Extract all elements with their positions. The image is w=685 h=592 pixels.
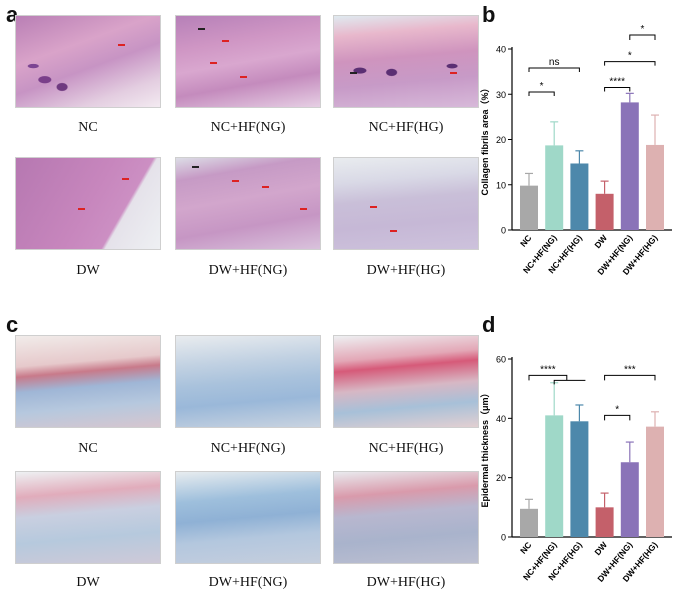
caption-nc-hf-hg: NC+HF(HG) [368, 441, 444, 456]
bar [595, 193, 614, 230]
micrograph-ms-nc [15, 335, 161, 428]
bar [595, 507, 614, 537]
x-tick-label: NC+HF(NG) [521, 540, 559, 583]
micrograph-ms-nc-hf-ng [175, 335, 321, 428]
arrow-mark [192, 166, 199, 168]
x-tick-label: DW+HF(HG) [620, 540, 659, 584]
arrow-mark [450, 72, 457, 74]
micrograph-he-nc [15, 15, 161, 108]
micrograph-he-dw-hf-ng [175, 157, 321, 250]
arrow-mark [198, 28, 205, 30]
bar [545, 415, 564, 537]
x-tick-label: DW [592, 539, 609, 557]
arrow-mark [118, 44, 125, 46]
x-tick-label: NC+HF(HG) [546, 540, 584, 583]
significance-bracket [528, 374, 568, 381]
arrow-mark [78, 208, 85, 210]
micrograph-he-nc-hf-hg [333, 15, 479, 108]
x-tick-label: NC+HF(NG) [521, 233, 559, 276]
significance-bracket [604, 414, 631, 421]
arrow-mark [240, 76, 247, 78]
bar [520, 185, 538, 230]
caption-dw-hf-hg: DW+HF(HG) [366, 263, 446, 278]
bar [570, 163, 589, 230]
x-tick-label: NC [518, 233, 534, 249]
arrow-mark [262, 186, 269, 188]
y-tick-label: 0 [501, 226, 506, 236]
micrograph-ms-dw [15, 471, 161, 564]
significance-bracket [528, 67, 580, 73]
arrow-mark [210, 62, 217, 64]
arrow-mark [232, 180, 239, 182]
micrograph-he-nc-hf-ng [175, 15, 321, 108]
significance-label: **** [609, 76, 625, 87]
significance-label: * [615, 404, 619, 415]
bar [545, 145, 564, 230]
arrow-mark [350, 72, 357, 74]
y-axis-title: Epidermal thickness（μm） [480, 388, 490, 507]
y-tick-label: 10 [496, 180, 506, 190]
x-tick-label: NC [518, 540, 534, 556]
bar [520, 508, 538, 537]
caption-dw-hf-hg: DW+HF(HG) [366, 575, 446, 590]
micrograph-he-dw-hf-hg [333, 157, 479, 250]
significance-bracket [604, 86, 631, 92]
y-tick-label: 40 [496, 45, 506, 55]
significance-label: *** [624, 364, 636, 375]
caption-dw-hf-ng: DW+HF(NG) [208, 263, 288, 278]
significance-bracket [528, 91, 555, 96]
caption-nc-hf-hg: NC+HF(HG) [368, 120, 444, 135]
significance-label: * [540, 81, 544, 92]
arrow-mark [390, 230, 397, 232]
y-tick-label: 30 [496, 90, 506, 100]
caption-dw: DW [76, 263, 100, 278]
caption-dw-hf-ng: DW+HF(NG) [208, 575, 288, 590]
micrograph-ms-dw-hf-hg [333, 471, 479, 564]
significance-label: * [628, 51, 632, 62]
significance-bracket [604, 374, 656, 381]
bar [646, 144, 664, 230]
y-tick-label: 60 [496, 355, 506, 365]
arrow-mark [300, 208, 307, 210]
significance-label: ns [549, 57, 560, 68]
bar [646, 426, 664, 537]
caption-nc-hf-ng: NC+HF(NG) [210, 441, 286, 456]
micrograph-he-dw [15, 157, 161, 250]
y-tick-label: 40 [496, 414, 506, 424]
bar [620, 102, 639, 230]
panel-letter-d: d [482, 312, 496, 337]
significance-bracket [553, 379, 586, 385]
x-tick-label: DW [592, 232, 609, 250]
x-tick-label: DW+HF(NG) [595, 540, 634, 584]
caption-dw: DW [76, 575, 100, 590]
y-axis-title: Collagen fibrils area（%） [480, 83, 490, 195]
bar [570, 421, 589, 537]
significance-label: **** [540, 364, 556, 375]
caption-nc: NC [78, 441, 98, 456]
panel-letter-b: b [482, 2, 496, 27]
micrograph-ms-dw-hf-ng [175, 471, 321, 564]
arrow-mark [122, 178, 129, 180]
caption-nc: NC [78, 120, 98, 135]
x-tick-label: NC+HF(HG) [546, 233, 584, 276]
significance-bracket [629, 34, 656, 40]
caption-nc-hf-ng: NC+HF(NG) [210, 120, 286, 135]
y-tick-label: 0 [501, 533, 506, 543]
significance-label: * [640, 24, 644, 35]
x-tick-label: DW+HF(HG) [620, 233, 659, 277]
panel-letter-c: c [6, 312, 19, 337]
micrograph-ms-nc-hf-hg [333, 335, 479, 428]
bar [620, 462, 639, 537]
significance-bracket [604, 61, 656, 66]
arrow-mark [370, 206, 377, 208]
arrow-mark [222, 40, 229, 42]
y-tick-label: 20 [496, 135, 506, 145]
y-tick-label: 20 [496, 473, 506, 483]
x-tick-label: DW+HF(NG) [595, 233, 634, 277]
